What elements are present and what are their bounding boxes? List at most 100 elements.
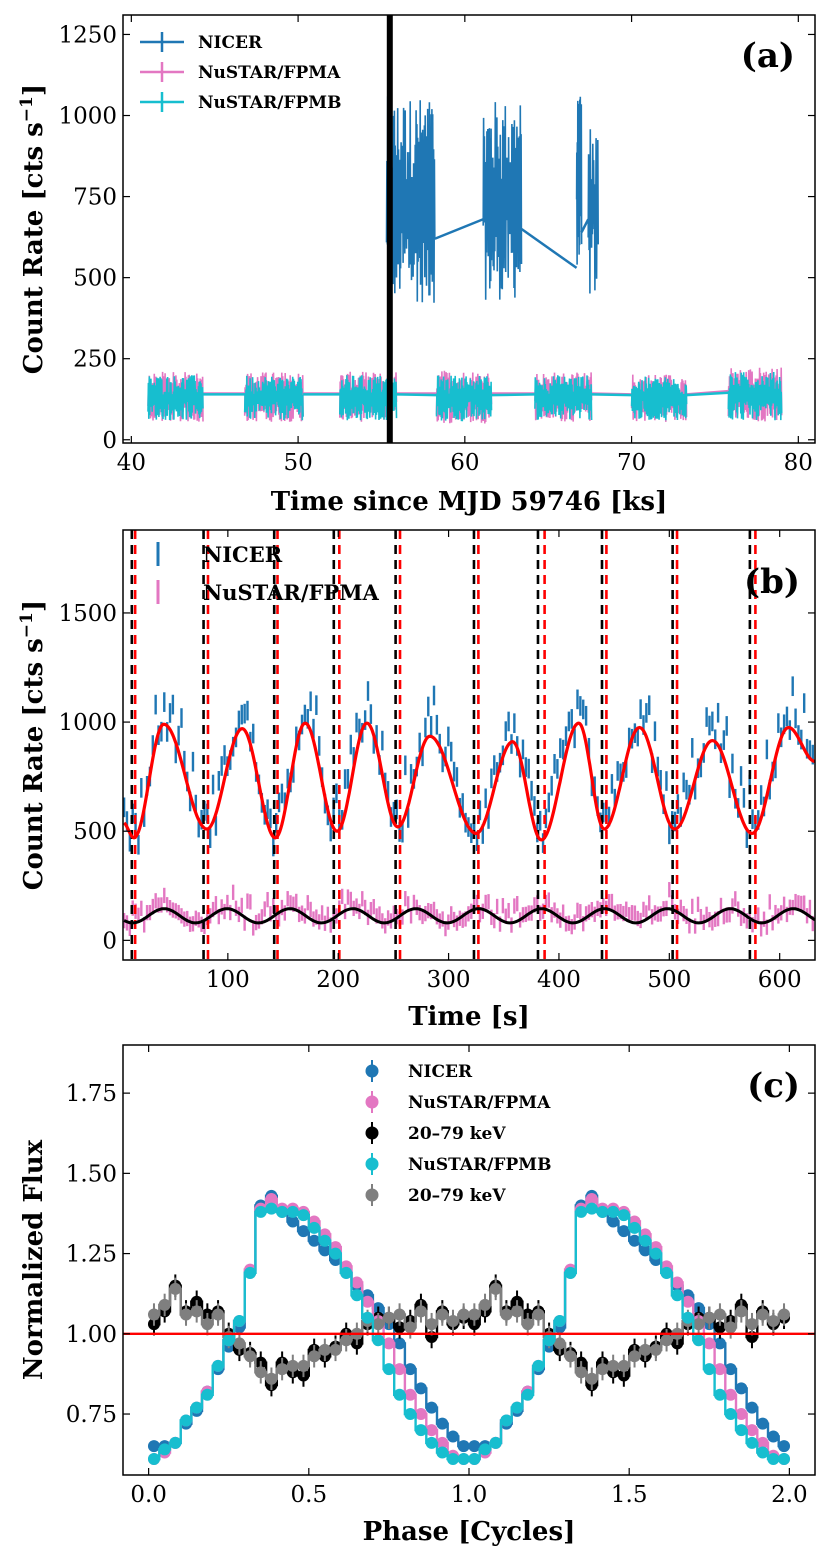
legend-fpma-marker (140, 62, 184, 82)
legend-marker (365, 1188, 379, 1202)
connector-line (686, 391, 729, 397)
b-ytick-label: 1000 (58, 710, 117, 736)
data-point (628, 1350, 641, 1363)
data-point (350, 1276, 363, 1289)
connector-line (491, 393, 535, 397)
legend-c-hard-a-label: 20–79 keV (408, 1124, 506, 1144)
data-point (254, 1205, 267, 1218)
c-ytick-label: 1.50 (66, 1161, 117, 1187)
data-point (735, 1305, 748, 1318)
data-point (372, 1318, 385, 1331)
data-point (436, 1417, 449, 1430)
legend-c-fpma-label: NuSTAR/FPMA (408, 1093, 551, 1113)
data-point (436, 1308, 449, 1321)
data-point (382, 1311, 395, 1324)
legend-nicer-label: NICER (198, 33, 263, 53)
panel-b-ylabel: Count Rate [cts s−1] (17, 600, 49, 890)
data-point (639, 1234, 652, 1247)
data-point (756, 1417, 769, 1430)
c-xtick-label: 0.0 (130, 1482, 167, 1508)
data-point (404, 1321, 417, 1334)
data-point (713, 1337, 726, 1350)
data-point (147, 1440, 160, 1453)
data-point (169, 1282, 182, 1295)
data-point (468, 1452, 481, 1465)
data-point (265, 1372, 278, 1385)
b-ytick-label: 1500 (58, 601, 117, 627)
b-xtick-label: 200 (316, 967, 360, 993)
panel-b-legend: NICER NuSTAR/FPMA (156, 542, 379, 605)
a-xtick-label: 50 (283, 450, 312, 476)
data-point (457, 1308, 470, 1321)
data-point (265, 1193, 278, 1206)
a-ytick-label: 500 (73, 266, 117, 292)
data-point (671, 1289, 684, 1302)
data-point (778, 1440, 791, 1453)
data-point (382, 1337, 395, 1350)
lightcurve-segment (630, 376, 688, 421)
legend-c-fpmb-label: NuSTAR/FPMB (408, 1155, 551, 1175)
data-point (180, 1308, 193, 1321)
data-point (158, 1443, 171, 1456)
lightcurve-segment (534, 375, 593, 421)
lightcurve-segment (385, 96, 436, 303)
data-point (425, 1424, 438, 1437)
panel-a-legend: NICER NuSTAR/FPMA NuSTAR/FPMB (140, 32, 341, 113)
data-point (169, 1436, 182, 1449)
data-point (649, 1343, 662, 1356)
data-point (297, 1209, 310, 1222)
a-ytick-label: 0 (102, 428, 117, 454)
panel-c-label: (c) (747, 1066, 800, 1106)
panel-b: 100 200 300 400 500 600 0 500 1000 1500 (b) NICER… (17, 529, 816, 1032)
data-point (489, 1436, 502, 1449)
a-xtick-label: 40 (117, 450, 146, 476)
data-point (596, 1205, 609, 1218)
data-point (393, 1337, 406, 1350)
panel-c-legend: NICER NuSTAR/FPMA 20–79 keV NuSTAR/FPMB … (365, 1060, 551, 1206)
data-point (628, 1221, 641, 1234)
data-point (318, 1234, 331, 1247)
data-point (276, 1363, 289, 1376)
data-point (414, 1424, 427, 1437)
data-point (147, 1452, 160, 1465)
data-point (639, 1343, 652, 1356)
data-point (639, 1244, 652, 1257)
data-point (553, 1314, 566, 1327)
data-point (318, 1343, 331, 1356)
data-point (745, 1424, 758, 1437)
data-point (372, 1334, 385, 1347)
data-point (671, 1276, 684, 1289)
data-point (735, 1382, 748, 1395)
data-point (180, 1414, 193, 1427)
data-point (713, 1388, 726, 1401)
data-point (575, 1366, 588, 1379)
c-ytick-label: 0.75 (66, 1402, 117, 1428)
data-point (575, 1205, 588, 1218)
data-point (329, 1343, 342, 1356)
data-point (585, 1372, 598, 1385)
data-point (724, 1363, 737, 1376)
data-point (745, 1401, 758, 1414)
data-point (703, 1311, 716, 1324)
lightcurve-segment (147, 375, 204, 421)
data-point (222, 1334, 235, 1347)
legend-nicer-marker (140, 32, 184, 52)
lightcurve-segment (435, 375, 493, 422)
nicer-model-curve (123, 721, 816, 842)
data-point (201, 1388, 214, 1401)
a-xtick-label: 80 (784, 450, 813, 476)
data-point (361, 1295, 374, 1308)
data-point (244, 1266, 257, 1279)
data-point (692, 1318, 705, 1331)
data-point (425, 1401, 438, 1414)
data-point (286, 1205, 299, 1218)
data-point (778, 1452, 791, 1465)
data-point (703, 1363, 716, 1376)
data-point (393, 1363, 406, 1376)
data-point (457, 1440, 470, 1453)
data-point (254, 1366, 267, 1379)
data-point (767, 1430, 780, 1443)
data-point (414, 1382, 427, 1395)
data-point (735, 1408, 748, 1421)
data-point (511, 1305, 524, 1318)
